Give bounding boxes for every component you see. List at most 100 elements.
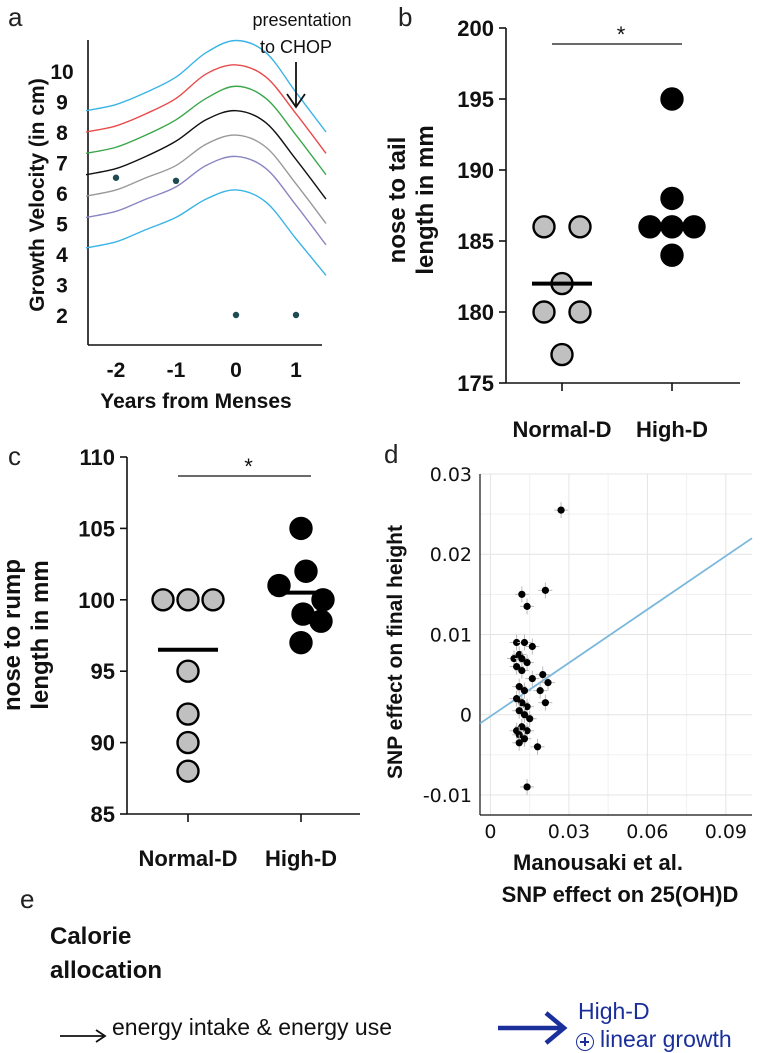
panel-c-letter: c [8,441,21,471]
snp-point [520,711,529,719]
snp-point [518,723,526,731]
growth-curve-curve-5 [85,85,327,176]
snp-point [536,687,544,695]
growth-curve-curve-4 [85,109,327,200]
snp-point [520,687,529,695]
panel-a: a 2 3 4 5 6 7 8 9 10 -2 -1 0 1 Years from Menses Growth… [8,2,352,413]
category-label: High-D [265,846,337,871]
x-tick-label: -1 [167,359,186,382]
y-tick-label: 5 [56,214,68,237]
y-tick-label: 90 [91,731,115,756]
snp-point [523,703,531,711]
growth-curve-curve-6 [85,64,327,154]
snp-point [526,715,534,723]
y-tick-label: 0 [460,705,472,727]
data-point-high-d [309,609,333,633]
snp-point [523,658,531,667]
energy-text: energy intake & energy use [112,1014,393,1040]
category-label: High-D [636,417,708,442]
snp-point [518,654,526,663]
right-arrow-icon [60,1029,107,1043]
x-axis-title: Years from Menses [100,390,291,413]
y-tick-label: 10 [50,61,73,84]
y-tick-label: 190 [457,158,494,183]
y-tick-label: 0.01 [430,624,472,646]
y-tick-label: 0.02 [430,544,472,566]
panel-b: b 175 180 185 190 195 200 Normal-D High-D nose to… [384,2,740,442]
category-label: Normal-D [512,417,611,442]
data-point-normal-d [568,300,592,324]
data-point-normal-d [176,588,200,612]
panel-c: c 85 90 95 100 105 110 Normal-D High-D nose to ru… [0,441,360,871]
y-axis-title: Growth Velocity (in cm) [26,78,49,311]
snp-point [528,675,536,683]
y-axis-title-line-2: length in mm [27,560,54,709]
x-tick-label: 0.09 [705,821,747,843]
plus-circle-icon [576,1033,594,1051]
snp-point [515,731,523,739]
growth-point [292,311,300,319]
snp-point [518,590,526,598]
data-point-high-d [660,243,684,267]
snp-point [510,654,518,663]
snp-point [513,662,521,671]
snp-point [515,707,523,715]
x-tick-label: 0 [230,359,242,382]
panel-b-letter: b [398,2,412,32]
x-tick-label: -2 [107,359,126,382]
y-tick-label: 185 [457,229,494,254]
y-tick-label: 6 [56,183,68,206]
panel-e: e Calorie allocation energy intake & ene… [0,880,768,1052]
y-tick-label: 100 [78,588,115,613]
snp-point [520,638,529,647]
panel-e-letter: e [20,884,35,914]
panel-a-letter: a [8,2,23,32]
bold-right-arrow-icon [498,1011,568,1045]
high-d-label: High-D [578,998,650,1024]
y-tick-label: 9 [56,92,68,115]
category-label: Normal-D [138,846,237,871]
x-tick-label: 0 [484,821,496,843]
y-tick-label: 105 [78,516,115,541]
snp-point [539,670,547,679]
y-tick-label: 195 [457,87,494,112]
data-point-normal-d [201,588,225,612]
y-tick-label: 180 [457,300,494,325]
significance-star: * [617,22,626,47]
snp-point [528,642,536,651]
y-axis-title-line-2: length in mm [412,125,439,274]
regression-line [479,537,753,725]
data-point-high-d [660,186,684,211]
y-tick-label: 95 [91,659,115,684]
snp-point [515,683,523,691]
snp-point [523,727,531,735]
snp-point [523,783,531,791]
y-tick-label: 175 [457,371,494,396]
y-axis-title-line-1: nose to tail [384,137,411,264]
y-tick-label: 110 [80,445,116,470]
snp-point [513,638,521,647]
snp-point [541,699,549,707]
snp-point [513,695,521,703]
x-axis-title-line-1: Manousaki et al. [513,850,683,875]
data-point-normal-d [176,730,200,755]
panel-d: d -0.01 0 0.01 0.02 0.03 0 0.03 0.06 0.09 Manousak… [384,439,753,907]
significance-star: * [244,454,253,479]
y-tick-label: 4 [56,244,68,267]
snp-point [518,666,526,675]
annotation-line-1: presentation [252,10,351,30]
data-point-high-d [294,559,318,583]
x-tick-label: 0.06 [626,821,668,843]
snp-point [523,602,531,610]
y-tick-label: -0.01 [423,785,472,807]
data-point-normal-d [151,588,175,612]
growth-curve-curve-2 [85,155,327,246]
y-tick-label: 200 [457,16,494,41]
y-tick-label: 2 [56,305,68,328]
calorie-allocation-title: Calorie allocation [50,920,250,988]
linear-growth-label: linear growth [600,1026,732,1052]
x-tick-label: 0.03 [548,821,590,843]
data-point-normal-d [176,659,200,683]
growth-point [112,174,120,181]
title-line-1: Calorie [50,923,132,950]
